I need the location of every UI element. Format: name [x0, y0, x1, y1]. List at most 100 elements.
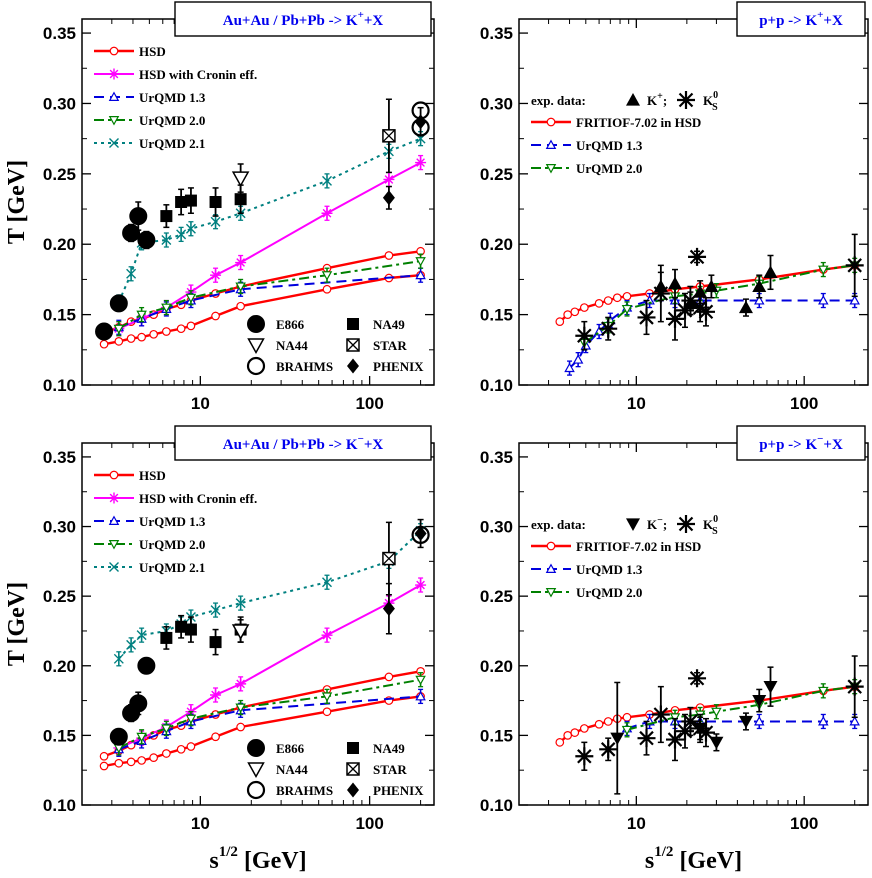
legend-label: UrQMD 1.3 [139, 90, 206, 105]
data-point [122, 223, 141, 242]
series-point [383, 173, 395, 185]
y-tick-label: 0.20 [43, 657, 76, 676]
series-point [185, 223, 196, 234]
series-point [579, 724, 589, 733]
series-point [149, 329, 159, 339]
data-point [184, 194, 197, 207]
data-point [382, 551, 396, 566]
series-point [384, 672, 394, 682]
legend-data-marker [246, 356, 266, 376]
exp-phenix [382, 518, 427, 635]
data-point [752, 279, 767, 293]
data-layer [555, 655, 864, 795]
data-point [160, 631, 173, 644]
data-point [109, 727, 128, 746]
data-point [763, 681, 778, 694]
legend-label: HSD with Cronin eff. [139, 67, 257, 82]
y-tick-label: 0.30 [480, 518, 513, 537]
x-tick-label: 100 [790, 394, 818, 413]
data-point [382, 129, 396, 143]
legend-data-label: NA44 [276, 338, 308, 353]
y-tick-label: 0.15 [480, 306, 513, 325]
data-layer [555, 233, 864, 376]
legend-data-marker-cross [346, 338, 360, 352]
series-point [603, 296, 613, 305]
legend-label: UrQMD 2.0 [139, 537, 205, 552]
data-point [688, 669, 707, 688]
legend-k0-marker [677, 91, 695, 109]
data-layer [99, 518, 430, 771]
legend-data-label: STAR [373, 338, 407, 353]
chart-title: Au+Au / Pb+Pb -> K++X [223, 9, 384, 29]
series-point [210, 216, 221, 227]
y-tick-label: 0.10 [43, 796, 76, 815]
legend-marker [108, 68, 120, 80]
data-point [184, 623, 197, 636]
series-point [137, 332, 146, 342]
y-tick-label: 0.35 [480, 448, 513, 467]
series-point [621, 725, 633, 736]
series-point [818, 686, 829, 697]
y-tick-label: 0.10 [480, 376, 513, 395]
data-point [209, 196, 222, 208]
exp-k0s [575, 233, 864, 351]
data-point [175, 620, 188, 633]
data-point [681, 712, 700, 731]
title-box: p+p -> K++X [736, 1, 866, 37]
y-tick-label: 0.25 [480, 165, 513, 184]
data-point [234, 193, 247, 206]
series-point [126, 639, 137, 650]
series-point [321, 271, 333, 281]
series-point [185, 293, 197, 304]
title-box: Au+Au / Pb+Pb -> K++X [174, 1, 432, 37]
legend-label: UrQMD 2.1 [139, 136, 205, 151]
series-point [186, 321, 196, 331]
series-point [612, 293, 622, 303]
x-tick-label: 10 [191, 394, 210, 413]
legend-label: UrQMD 1.3 [139, 514, 206, 529]
series-point [384, 251, 394, 260]
data-point [666, 309, 685, 328]
data-point [382, 601, 395, 617]
series-point [137, 756, 146, 765]
y-tick-label: 0.15 [43, 726, 76, 745]
data-point [610, 732, 625, 746]
series-point [321, 629, 333, 641]
series-urqmd20 [579, 257, 860, 351]
legend-label: HSD [139, 44, 166, 59]
legend-data-label: E866 [276, 741, 305, 756]
chart-title: p+p -> K−+X [759, 433, 843, 453]
series-point [136, 310, 147, 321]
data-legend: E866 NA49 NA44 STAR BRAHMS PHENIX [246, 739, 424, 800]
series-point [161, 235, 172, 246]
x-tick-label: 10 [191, 814, 210, 833]
panel-4: 0.10 0.15 0.20 0.25 0.30 0.35 10 100 s1/2 [GeV] p… [480, 425, 869, 874]
series-point [849, 295, 860, 305]
series-point [136, 630, 147, 641]
data-point [696, 302, 715, 321]
legend-marker [108, 540, 120, 550]
series-point [176, 229, 187, 240]
legend-k-label: K−; [647, 515, 667, 532]
legend-data-marker [247, 762, 265, 779]
legend-data-marker-cross [346, 762, 360, 776]
legend-data-marker [346, 338, 360, 352]
legend-label: UrQMD 1.3 [576, 562, 643, 577]
legend-marker [546, 117, 556, 127]
y-axis-title: T [GeV] [4, 160, 30, 244]
series-point [579, 303, 589, 312]
legend-data-marker [247, 739, 265, 757]
y-tick-label: 0.25 [43, 587, 76, 606]
data-point [209, 636, 222, 649]
y-tick-label: 0.25 [480, 587, 513, 606]
series-point [235, 703, 246, 714]
series-point [555, 317, 565, 327]
series-line [117, 137, 421, 303]
data-point [160, 210, 173, 223]
series-point [210, 269, 222, 281]
data-point [137, 656, 156, 675]
data-point [688, 247, 707, 266]
legend-label: HSD with Cronin eff. [139, 491, 257, 506]
data-point [676, 301, 695, 320]
series-point [99, 339, 109, 349]
